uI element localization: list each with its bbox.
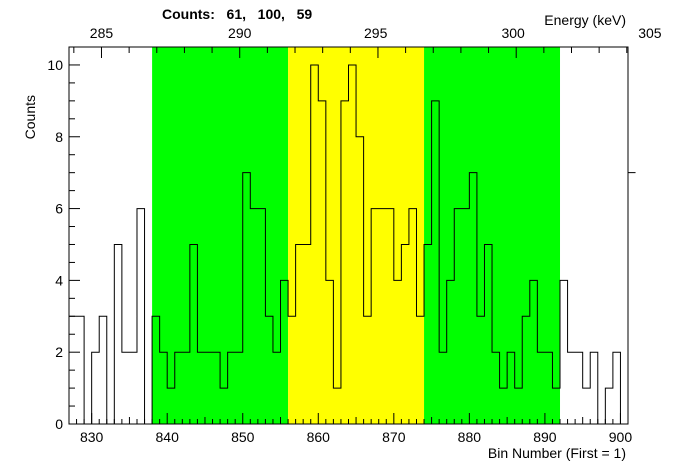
x-tick-label: 870	[382, 429, 406, 445]
y-tick-label: 8	[55, 129, 63, 145]
y-tick-label: 6	[55, 201, 63, 217]
x-axis-label: Bin Number (First = 1)	[488, 445, 626, 461]
x-tick-label: 860	[307, 429, 331, 445]
region-background-right	[424, 47, 561, 424]
y-tick-label: 0	[55, 416, 63, 432]
x-tick-label: 850	[231, 429, 255, 445]
energy-tick-label: 295	[364, 25, 388, 41]
ticks-layer	[68, 46, 629, 425]
energy-tick-label: 285	[90, 25, 114, 41]
counts-summary-label: Counts: 61, 100, 59	[162, 6, 312, 22]
y-axis-label: Counts	[22, 95, 38, 139]
x-tick-label: 880	[458, 429, 482, 445]
energy-tick-label: 290	[228, 25, 252, 41]
x-tick-label: 840	[156, 429, 180, 445]
energy-tick-label: 305	[638, 25, 662, 41]
energy-axis-label: Energy (keV)	[544, 12, 626, 28]
x-tick-label: 900	[609, 429, 633, 445]
tick-labels-layer: 830 840 850 860 870 880 890 900 0 2 4 6 8 10 285 290 295…	[47, 25, 661, 445]
y-tick-label: 2	[55, 344, 63, 360]
y-tick-label: 10	[47, 57, 63, 73]
histogram-line	[69, 64, 636, 425]
x-tick-label: 890	[533, 429, 557, 445]
x-tick-label: 830	[80, 429, 104, 445]
energy-tick-label: 300	[501, 25, 525, 41]
y-tick-label: 4	[55, 272, 63, 288]
